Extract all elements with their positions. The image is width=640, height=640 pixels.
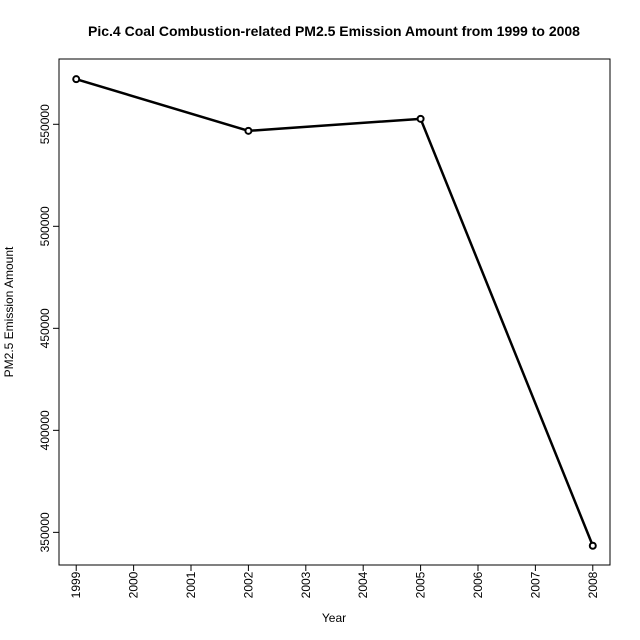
y-axis: 350000 400000 450000 500000 550000	[38, 104, 59, 552]
y-tick-label: 350000	[38, 512, 52, 552]
data-point	[244, 126, 253, 135]
plot-area-frame	[58, 58, 611, 566]
x-tick-label: 1999	[69, 571, 83, 598]
x-tick-label: 2004	[356, 571, 370, 598]
x-tick-label: 2007	[528, 571, 542, 598]
series-line	[72, 75, 597, 550]
data-point	[416, 114, 425, 123]
x-axis: 1999 2000 2001 2002 2003 2004 2005 2006 2007 2008	[69, 565, 600, 598]
x-tick-label: 2000	[127, 571, 141, 598]
y-tick-label: 450000	[38, 308, 52, 348]
y-tick-label: 550000	[38, 104, 52, 144]
x-axis-label: Year	[322, 611, 346, 625]
y-axis-label: PM2.5 Emission Amount	[2, 246, 16, 377]
x-tick-label: 2003	[299, 571, 313, 598]
series-polyline	[75, 77, 594, 547]
x-tick-label: 2001	[184, 571, 198, 598]
y-tick-label: 500000	[38, 206, 52, 246]
x-tick-label: 2002	[241, 571, 255, 598]
y-tick-label: 400000	[38, 410, 52, 450]
x-tick-label: 2006	[471, 571, 485, 598]
x-tick-label: 2005	[414, 571, 428, 598]
chart-title: Pic.4 Coal Combustion-related PM2.5 Emis…	[88, 23, 580, 39]
data-point	[588, 541, 597, 550]
x-tick-label: 2008	[586, 571, 600, 598]
data-point	[72, 75, 81, 84]
